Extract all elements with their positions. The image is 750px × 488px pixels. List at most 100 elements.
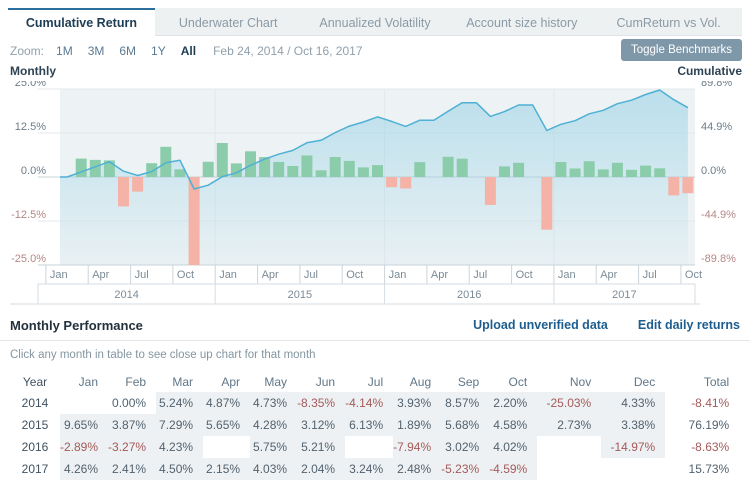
monthly-return-bar[interactable]	[682, 177, 694, 194]
monthly-return-bar[interactable]	[174, 169, 186, 177]
tab-annualized-volatility[interactable]: Annualized Volatility	[301, 8, 449, 36]
monthly-return-bar[interactable]	[245, 151, 256, 177]
tab-cumreturn-vs-vol[interactable]: CumReturn vs Vol.	[595, 8, 742, 36]
month-cell-2015-sep[interactable]: 5.68%	[441, 414, 490, 436]
month-cell-2016-jan[interactable]: -2.89%	[60, 436, 109, 458]
month-cell-2015-mar[interactable]: 7.29%	[156, 414, 204, 436]
month-cell-2016-dec[interactable]: -14.97%	[601, 436, 666, 458]
month-cell-2017-jan[interactable]: 4.26%	[60, 458, 109, 480]
month-cell-2015-oct[interactable]: 4.58%	[489, 414, 538, 436]
cumulative-return-chart[interactable]: 25.0% 89.8% 12.5% 44.9% 0.0% 0.0% -12.5% -44.9%…	[0, 81, 750, 307]
monthly-return-bar[interactable]	[132, 177, 144, 192]
month-label: Oct	[346, 269, 363, 281]
monthly-return-bar[interactable]	[230, 163, 242, 177]
tab-account-size-history[interactable]: Account size history	[448, 8, 596, 36]
month-cell-2014-jul[interactable]: -4.14%	[345, 392, 394, 414]
monthly-return-bar[interactable]	[541, 177, 553, 230]
month-cell-2015-apr[interactable]: 5.65%	[203, 414, 251, 436]
monthly-return-bar[interactable]	[555, 162, 567, 177]
month-cell-2017-jul[interactable]: 3.24%	[345, 458, 394, 480]
monthly-return-bar[interactable]	[640, 165, 652, 177]
monthly-return-bar[interactable]	[89, 159, 101, 177]
month-cell-2015-dec[interactable]: 3.38%	[601, 414, 666, 436]
monthly-return-bar[interactable]	[513, 162, 525, 177]
monthly-return-bar[interactable]	[315, 170, 327, 177]
month-cell-2016-aug[interactable]: -7.94%	[393, 436, 442, 458]
monthly-return-bar[interactable]	[569, 168, 581, 178]
monthly-return-bar[interactable]	[442, 156, 454, 177]
zoom-range-1y[interactable]: 1Y	[151, 44, 166, 58]
month-cell-2014-nov[interactable]: -25.03%	[537, 392, 602, 414]
monthly-return-bar[interactable]	[118, 177, 129, 207]
month-cell-2015-nov[interactable]: 2.73%	[537, 414, 602, 436]
monthly-return-bar[interactable]	[357, 167, 369, 177]
zoom-range-3m[interactable]: 3M	[87, 44, 105, 58]
month-cell-2015-jul[interactable]: 6.13%	[345, 414, 394, 436]
monthly-return-bar[interactable]	[273, 161, 285, 177]
month-cell-2016-sep[interactable]: 3.02%	[441, 436, 490, 458]
monthly-return-bar[interactable]	[160, 146, 172, 177]
monthly-return-bar[interactable]	[414, 162, 426, 177]
monthly-return-bar[interactable]	[103, 160, 115, 177]
monthly-return-bar[interactable]	[611, 162, 623, 177]
monthly-return-bar[interactable]	[146, 163, 158, 177]
month-cell-2015-aug[interactable]: 1.89%	[393, 414, 442, 436]
month-cell-2016-feb[interactable]: -3.27%	[108, 436, 157, 458]
month-cell-2015-feb[interactable]: 3.87%	[108, 414, 157, 436]
month-cell-2014-jun[interactable]: -8.35%	[297, 392, 346, 414]
monthly-return-bar[interactable]	[301, 155, 313, 177]
month-cell-2017-jun[interactable]: 2.04%	[297, 458, 346, 480]
monthly-return-bar[interactable]	[75, 158, 87, 177]
monthly-return-bar[interactable]	[216, 143, 228, 177]
month-cell-2014-dec[interactable]: 4.33%	[601, 392, 666, 414]
month-cell-2014-aug[interactable]: 3.93%	[393, 392, 442, 414]
monthly-return-bar[interactable]	[499, 166, 510, 177]
month-cell-2014-sep[interactable]: 8.57%	[441, 392, 490, 414]
zoom-range-6m[interactable]: 6M	[119, 44, 137, 58]
upload-unverified-data-link[interactable]: Upload unverified data	[473, 318, 608, 332]
monthly-return-bar[interactable]	[259, 157, 271, 177]
month-cell-2017-apr[interactable]: 2.15%	[203, 458, 251, 480]
monthly-return-bar[interactable]	[386, 177, 398, 188]
monthly-return-bar[interactable]	[668, 177, 680, 196]
monthly-return-bar[interactable]	[202, 161, 214, 177]
month-cell-2014-feb[interactable]: 0.00%	[112, 396, 147, 410]
edit-daily-returns-link[interactable]: Edit daily returns	[637, 318, 740, 332]
month-cell-2017-aug[interactable]: 2.48%	[393, 458, 442, 480]
monthly-return-bar[interactable]	[188, 177, 200, 266]
monthly-return-bar[interactable]	[343, 160, 355, 177]
month-cell-2017-sep[interactable]: -5.23%	[441, 458, 490, 480]
month-cell-2015-jan[interactable]: 9.65%	[60, 414, 109, 436]
month-cell-2014-mar[interactable]: 5.24%	[156, 392, 204, 414]
toggle-benchmarks-button[interactable]: Toggle Benchmarks	[621, 39, 742, 61]
month-cell-2016-jun[interactable]: 5.21%	[297, 436, 346, 458]
monthly-return-bar[interactable]	[597, 169, 609, 177]
month-cell-2014-apr[interactable]: 4.87%	[203, 392, 251, 414]
month-cell-2015-jun[interactable]: 3.12%	[297, 414, 346, 436]
month-cell-2014-may[interactable]: 4.73%	[250, 392, 298, 414]
monthly-return-bar[interactable]	[626, 169, 637, 177]
zoom-range-1m[interactable]: 1M	[56, 44, 73, 58]
month-cell-2016-mar[interactable]: 4.23%	[156, 436, 204, 458]
monthly-return-bar[interactable]	[372, 165, 383, 177]
month-cell-2017-may[interactable]: 4.03%	[250, 458, 298, 480]
monthly-return-bar[interactable]	[654, 168, 666, 177]
total-cell-2015: 76.19%	[688, 418, 730, 432]
month-cell-2016-oct[interactable]: 4.02%	[489, 436, 538, 458]
month-cell-2014-oct[interactable]: 2.20%	[489, 392, 538, 414]
tab-cumulative-return[interactable]: Cumulative Return	[8, 8, 155, 36]
monthly-return-bar[interactable]	[329, 157, 341, 177]
tab-underwater-chart[interactable]: Underwater Chart	[154, 8, 302, 36]
zoom-range-all[interactable]: All	[180, 44, 197, 58]
monthly-return-bar[interactable]	[456, 158, 468, 177]
monthly-return-bar[interactable]	[400, 177, 412, 189]
month-cell-2015-may[interactable]: 4.28%	[250, 414, 298, 436]
month-cell-2017-mar[interactable]: 4.50%	[156, 458, 204, 480]
month-cell-2016-may[interactable]: 5.75%	[250, 436, 298, 458]
monthly-return-bar[interactable]	[287, 166, 299, 177]
month-cell-2016-apr	[203, 436, 250, 458]
month-cell-2017-feb[interactable]: 2.41%	[108, 458, 157, 480]
monthly-return-bar[interactable]	[583, 161, 595, 177]
month-cell-2017-oct[interactable]: -4.59%	[489, 458, 538, 480]
monthly-return-bar[interactable]	[484, 177, 496, 205]
